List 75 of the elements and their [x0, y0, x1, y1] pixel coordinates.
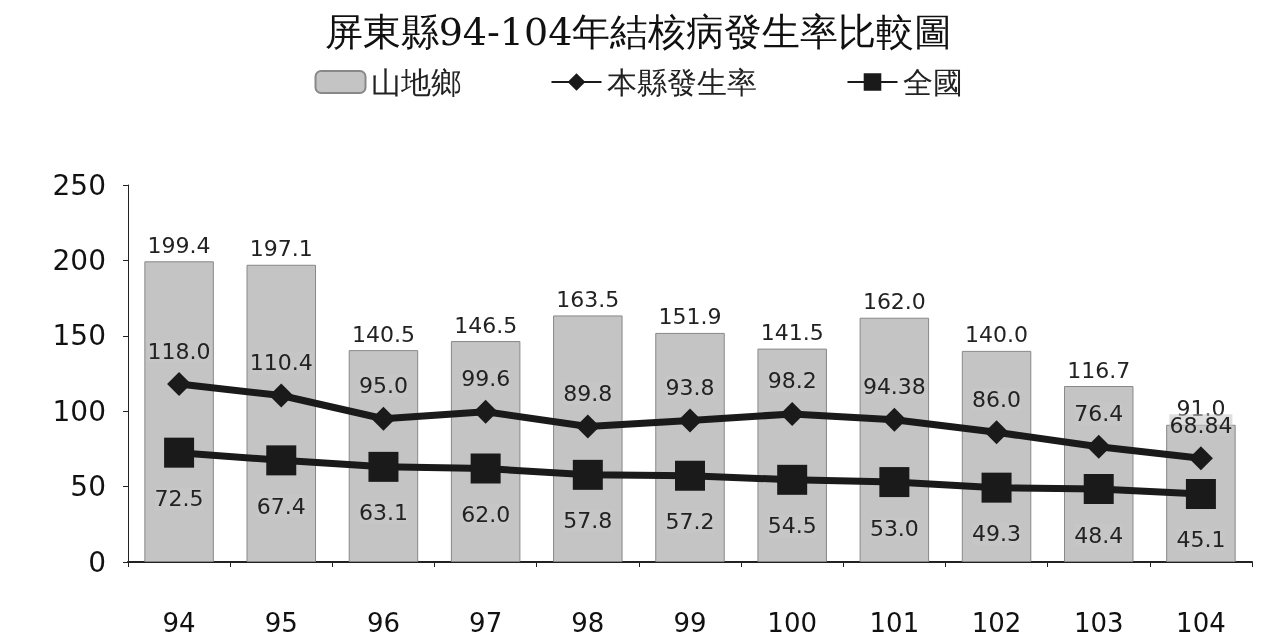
data-label: 141.5	[760, 320, 824, 346]
data-label: 99.6	[461, 366, 511, 392]
data-label: 98.2	[767, 368, 817, 394]
chart-title: 屏東縣94-104年結核病發生率比較圖	[324, 10, 953, 54]
data-label: 110.4	[249, 350, 313, 376]
point	[879, 467, 910, 498]
data-label: 140.5	[351, 321, 415, 347]
bar	[246, 264, 317, 562]
data-label: 54.5	[767, 513, 817, 539]
point	[470, 453, 501, 484]
x-tick-label: 104	[1176, 608, 1226, 636]
y-tick-label: 150	[52, 319, 106, 353]
point	[368, 451, 399, 482]
x-tick-label: 103	[1073, 608, 1124, 636]
point	[1185, 478, 1216, 509]
legend-label: 山地鄉	[370, 64, 461, 100]
data-label: 146.5	[454, 312, 518, 338]
data-label: 76.4	[1074, 401, 1124, 427]
point	[266, 445, 297, 476]
point	[269, 383, 294, 408]
x-tick-label: 100	[767, 608, 817, 636]
data-label: 86.0	[972, 386, 1022, 412]
data-label: 89.8	[563, 381, 613, 407]
point	[1188, 446, 1213, 471]
data-label: 118.0	[147, 338, 211, 364]
data-label: 45.1	[1176, 527, 1226, 553]
data-label: 116.7	[1067, 357, 1131, 383]
data-label: 197.1	[249, 236, 313, 262]
x-tick-label: 94	[162, 608, 196, 636]
data-label: 140.0	[965, 322, 1029, 348]
x-tick-label: 97	[469, 608, 503, 636]
point	[371, 406, 396, 431]
x-tick-label: 98	[571, 608, 605, 636]
point	[984, 420, 1009, 445]
y-tick-label: 250	[52, 168, 106, 202]
data-label: 163.5	[556, 286, 620, 312]
point	[473, 399, 498, 424]
legend-label: 本縣發生率	[606, 64, 757, 100]
x-tick-label: 99	[673, 608, 707, 636]
data-label: 93.8	[665, 375, 715, 401]
y-tick-label: 50	[70, 470, 106, 504]
point	[882, 407, 907, 432]
point	[678, 408, 702, 433]
data-label: 57.2	[665, 509, 715, 535]
point	[164, 437, 195, 468]
point	[777, 464, 808, 495]
bar	[144, 261, 214, 562]
y-tick-label: 100	[52, 394, 106, 428]
data-label: 94.38	[862, 374, 926, 400]
point	[981, 472, 1012, 503]
y-tick-label: 0	[88, 545, 106, 579]
data-label: 151.9	[658, 304, 722, 330]
point	[675, 460, 705, 491]
data-label: 49.3	[972, 521, 1022, 547]
data-label: 57.8	[563, 508, 613, 534]
x-tick-label: 96	[366, 608, 400, 636]
point	[167, 372, 192, 397]
data-label: 67.4	[256, 493, 306, 519]
data-label: 162.0	[862, 289, 926, 315]
data-label: 63.1	[358, 500, 408, 526]
y-tick-label: 200	[52, 243, 106, 277]
data-label: 48.4	[1074, 522, 1124, 548]
data-label: 199.4	[147, 232, 211, 258]
x-tick-label: 102	[971, 608, 1022, 636]
data-label: 95.0	[358, 373, 408, 399]
point	[1086, 434, 1111, 459]
point	[572, 459, 603, 490]
legend-label: 全國	[902, 64, 963, 100]
data-label: 53.0	[869, 515, 919, 541]
x-tick-label: 95	[264, 608, 298, 636]
data-label: 62.0	[461, 502, 511, 527]
point	[1083, 474, 1114, 505]
x-tick-label: 101	[869, 608, 920, 636]
point	[575, 414, 600, 439]
data-label: 72.5	[154, 486, 204, 512]
